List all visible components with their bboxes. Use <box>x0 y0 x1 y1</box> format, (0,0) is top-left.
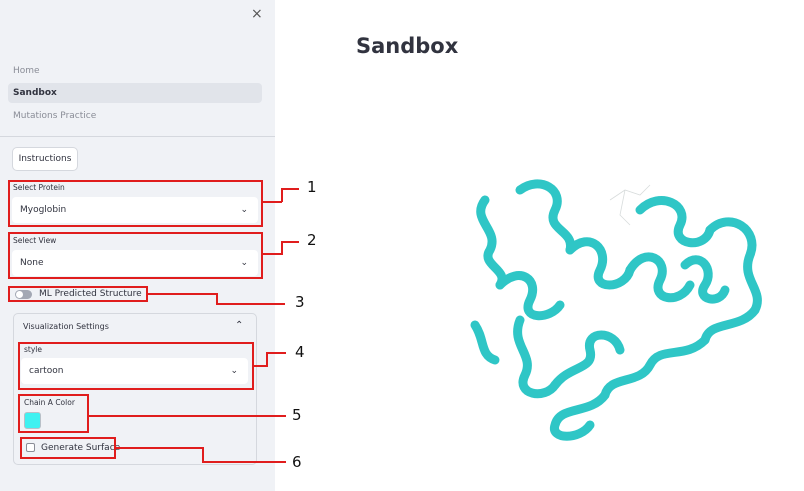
instructions-button[interactable]: Instructions <box>12 147 78 171</box>
annotation-line-6a <box>115 447 203 449</box>
annotation-line-3c <box>216 303 285 305</box>
style-label: style <box>24 345 42 354</box>
select-view-dropdown[interactable]: None ⌄ <box>12 250 258 276</box>
select-protein-label: Select Protein <box>13 183 65 192</box>
annotation-line-4b <box>266 352 268 367</box>
annotation-line-6b <box>202 447 204 462</box>
ligand-sticks <box>609 184 651 226</box>
select-view-value: None <box>20 258 44 268</box>
annotation-number-5: 5 <box>292 406 302 424</box>
annotation-line-1b <box>281 188 283 202</box>
annotation-box-5 <box>18 394 89 433</box>
annotation-number-4: 4 <box>295 343 305 361</box>
annotation-box-4 <box>18 342 254 390</box>
annotation-line-2a <box>262 253 282 255</box>
annotation-number-6: 6 <box>292 453 302 471</box>
style-value: cartoon <box>29 366 64 376</box>
annotation-box-3 <box>8 286 148 302</box>
ml-predicted-toggle[interactable] <box>15 290 32 299</box>
annotation-line-4c <box>266 352 286 354</box>
nav-item-home[interactable]: Home <box>13 66 40 76</box>
annotation-box-1 <box>8 180 263 227</box>
sidebar-divider <box>0 136 275 137</box>
annotation-number-2: 2 <box>307 231 317 249</box>
generate-surface-checkbox[interactable] <box>26 443 35 452</box>
annotation-line-4a <box>253 365 267 367</box>
visualization-settings-expander <box>13 313 257 465</box>
nav-item-mutations-practice[interactable]: Mutations Practice <box>13 111 97 121</box>
sidebar: × Home Sandbox Mutations Practice Instru… <box>0 0 275 491</box>
annotation-number-3: 3 <box>295 293 305 311</box>
annotation-line-6c <box>202 461 286 463</box>
protein-ribbon <box>470 179 762 441</box>
close-icon[interactable]: × <box>251 6 263 22</box>
select-protein-dropdown[interactable]: Myoglobin ⌄ <box>12 197 258 223</box>
chain-a-color-picker[interactable] <box>24 412 41 429</box>
annotation-box-6 <box>20 437 116 459</box>
annotation-line-2b <box>281 241 283 255</box>
chevron-down-icon: ⌄ <box>240 258 248 268</box>
annotation-box-2 <box>8 232 263 279</box>
page-title: Sandbox <box>356 34 459 58</box>
chevron-down-icon: ⌄ <box>230 366 238 376</box>
select-view-label: Select View <box>13 236 57 245</box>
annotation-line-1a <box>262 201 282 203</box>
annotation-line-2c <box>281 241 299 243</box>
generate-surface-label: Generate Surface <box>41 443 121 453</box>
annotation-line-3a <box>147 293 217 295</box>
annotation-line-3b <box>216 293 218 305</box>
nav-item-sandbox[interactable]: Sandbox <box>8 83 262 103</box>
chevron-up-icon[interactable]: ⌃ <box>235 320 244 331</box>
ml-predicted-label: ML Predicted Structure <box>39 289 142 299</box>
visualization-settings-title[interactable]: Visualization Settings <box>23 322 109 331</box>
annotation-line-1c <box>281 188 299 190</box>
annotation-number-1: 1 <box>307 178 317 196</box>
chain-a-color-label: Chain A Color <box>24 398 75 407</box>
style-dropdown[interactable]: cartoon ⌄ <box>21 358 248 384</box>
annotation-line-5 <box>88 415 286 417</box>
protein-3d-viewer[interactable] <box>460 170 770 445</box>
chevron-down-icon: ⌄ <box>240 205 248 215</box>
select-protein-value: Myoglobin <box>20 205 67 215</box>
